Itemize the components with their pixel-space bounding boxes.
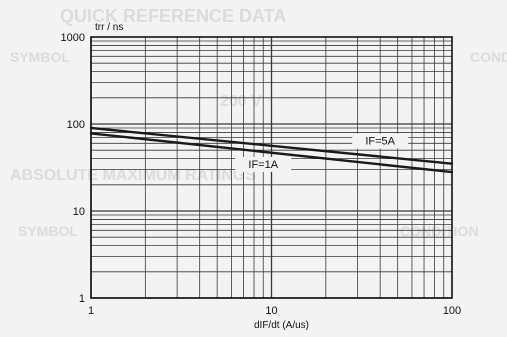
y-axis-label: trr / ns: [95, 22, 123, 33]
ghost-condition-row-2: CONDITION: [400, 223, 479, 239]
ghost-symbol-row-2: SYMBOL: [18, 223, 78, 239]
ghost-absolute-row: ABSOLUTE MAXIMUM RATINGS: [10, 167, 256, 184]
x-axis-label: dIF/dt (A/us): [254, 320, 309, 331]
series-line-if-1a: [89, 132, 454, 174]
series-label-background: [352, 133, 409, 149]
y-tick-label: 100: [67, 119, 85, 131]
y-tick-label: 1: [79, 293, 85, 305]
series-label: IF=5A: [365, 136, 395, 148]
series-label-background: [235, 156, 292, 172]
ghost-vr-value: 200 V: [220, 93, 262, 110]
series-label: IF=1A: [248, 159, 278, 171]
y-tick-label: 1000: [61, 32, 85, 44]
series-lines: IF=5A IF=1A: [89, 126, 454, 174]
series-line-if-5a: [89, 126, 454, 165]
x-tick-labels: 1 10 100: [88, 305, 461, 317]
x-tick-label: 10: [265, 305, 277, 317]
background-ghost-text: QUICK REFERENCE DATA SYMBOL CONDI 200 V …: [10, 6, 507, 239]
y-tick-label: 10: [73, 206, 85, 218]
ghost-symbol-row: SYMBOL: [10, 49, 70, 65]
x-tick-label: 1: [88, 305, 94, 317]
plot-frame: [90, 36, 453, 299]
ghost-header: QUICK REFERENCE DATA: [60, 6, 286, 26]
x-tick-label: 100: [443, 305, 461, 317]
y-tick-labels: 1000 100 10 1: [61, 32, 85, 305]
ghost-condition-row: CONDI: [470, 49, 507, 65]
